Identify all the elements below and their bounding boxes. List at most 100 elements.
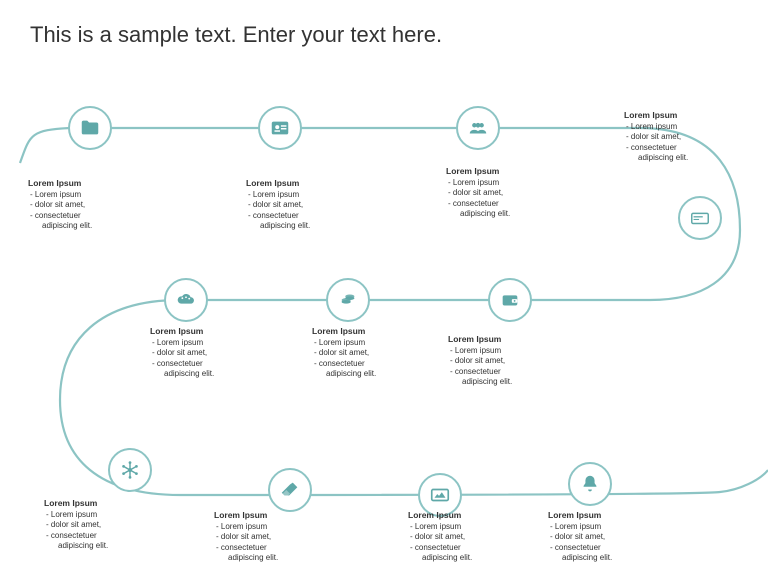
text-lines: Lorem ipsumdolor sit amet,consectetuerad… bbox=[246, 190, 310, 232]
text-lines: Lorem ipsumdolor sit amet,consectetuerad… bbox=[150, 338, 214, 380]
bell-node bbox=[568, 462, 612, 506]
text-line: adipiscing elit. bbox=[46, 541, 108, 551]
text-line: consectetuer bbox=[248, 211, 310, 221]
coins-icon bbox=[337, 289, 359, 311]
text-line: dolor sit amet, bbox=[550, 532, 612, 542]
text-line: adipiscing elit. bbox=[152, 369, 214, 379]
eraser-icon bbox=[279, 479, 301, 501]
network-icon bbox=[119, 459, 141, 481]
text-line: Lorem ipsum bbox=[550, 522, 612, 532]
text-lines: Lorem ipsumdolor sit amet,consectetuerad… bbox=[312, 338, 376, 380]
text-line: dolor sit amet, bbox=[448, 188, 510, 198]
text-line: adipiscing elit. bbox=[248, 221, 310, 231]
text-line: Lorem ipsum bbox=[30, 190, 92, 200]
text-line: adipiscing elit. bbox=[314, 369, 376, 379]
text-line: dolor sit amet, bbox=[216, 532, 278, 542]
text-title: Lorem Ipsum bbox=[448, 334, 512, 345]
text-line: consectetuer bbox=[448, 199, 510, 209]
text-title: Lorem Ipsum bbox=[214, 510, 278, 521]
eraser-node bbox=[268, 468, 312, 512]
text-line: dolor sit amet, bbox=[626, 132, 688, 142]
text-title: Lorem Ipsum bbox=[246, 178, 310, 189]
people-node bbox=[456, 106, 500, 150]
text-line: Lorem ipsum bbox=[248, 190, 310, 200]
text-line: adipiscing elit. bbox=[626, 153, 688, 163]
idcard-text: Lorem IpsumLorem ipsumdolor sit amet,con… bbox=[246, 178, 310, 232]
card-icon bbox=[689, 207, 711, 229]
eraser-text: Lorem IpsumLorem ipsumdolor sit amet,con… bbox=[214, 510, 278, 564]
people-text: Lorem IpsumLorem ipsumdolor sit amet,con… bbox=[446, 166, 510, 220]
text-title: Lorem Ipsum bbox=[150, 326, 214, 337]
text-line: dolor sit amet, bbox=[152, 348, 214, 358]
text-line: dolor sit amet, bbox=[314, 348, 376, 358]
text-line: consectetuer bbox=[46, 531, 108, 541]
text-lines: Lorem ipsumdolor sit amet,consectetuerad… bbox=[624, 122, 688, 164]
text-line: Lorem ipsum bbox=[626, 122, 688, 132]
text-line: adipiscing elit. bbox=[30, 221, 92, 231]
text-line: dolor sit amet, bbox=[46, 520, 108, 530]
text-line: adipiscing elit. bbox=[550, 553, 612, 563]
network-text: Lorem IpsumLorem ipsumdolor sit amet,con… bbox=[44, 498, 108, 552]
text-lines: Lorem ipsumdolor sit amet,consectetuerad… bbox=[214, 522, 278, 564]
text-line: dolor sit amet, bbox=[30, 200, 92, 210]
idcard-icon bbox=[269, 117, 291, 139]
wallet-icon bbox=[499, 289, 521, 311]
text-line: consectetuer bbox=[410, 543, 472, 553]
text-title: Lorem Ipsum bbox=[624, 110, 688, 121]
cloud-icon bbox=[175, 289, 197, 311]
text-lines: Lorem ipsumdolor sit amet,consectetuerad… bbox=[44, 510, 108, 552]
cloud-node bbox=[164, 278, 208, 322]
text-line: dolor sit amet, bbox=[248, 200, 310, 210]
text-lines: Lorem ipsumdolor sit amet,consectetuerad… bbox=[548, 522, 612, 564]
text-line: consectetuer bbox=[450, 367, 512, 377]
screen-icon bbox=[429, 484, 451, 506]
text-line: consectetuer bbox=[30, 211, 92, 221]
text-title: Lorem Ipsum bbox=[312, 326, 376, 337]
text-line: adipiscing elit. bbox=[450, 377, 512, 387]
text-lines: Lorem ipsumdolor sit amet,consectetuerad… bbox=[408, 522, 472, 564]
roadmap-path bbox=[0, 0, 768, 576]
card-node bbox=[678, 196, 722, 240]
text-line: consectetuer bbox=[626, 143, 688, 153]
bell-icon bbox=[579, 473, 601, 495]
folder-icon bbox=[79, 117, 101, 139]
card-text: Lorem IpsumLorem ipsumdolor sit amet,con… bbox=[624, 110, 688, 164]
coins-node bbox=[326, 278, 370, 322]
text-lines: Lorem ipsumdolor sit amet,consectetuerad… bbox=[28, 190, 92, 232]
text-title: Lorem Ipsum bbox=[28, 178, 92, 189]
text-line: Lorem ipsum bbox=[314, 338, 376, 348]
bell-text: Lorem IpsumLorem ipsumdolor sit amet,con… bbox=[548, 510, 612, 564]
text-line: consectetuer bbox=[314, 359, 376, 369]
coins-text: Lorem IpsumLorem ipsumdolor sit amet,con… bbox=[312, 326, 376, 380]
text-line: adipiscing elit. bbox=[216, 553, 278, 563]
text-title: Lorem Ipsum bbox=[408, 510, 472, 521]
wallet-node bbox=[488, 278, 532, 322]
text-line: Lorem ipsum bbox=[450, 346, 512, 356]
text-lines: Lorem ipsumdolor sit amet,consectetuerad… bbox=[448, 346, 512, 388]
text-line: Lorem ipsum bbox=[46, 510, 108, 520]
text-line: Lorem ipsum bbox=[410, 522, 472, 532]
text-line: dolor sit amet, bbox=[450, 356, 512, 366]
text-line: Lorem ipsum bbox=[216, 522, 278, 532]
idcard-node bbox=[258, 106, 302, 150]
network-node bbox=[108, 448, 152, 492]
text-line: dolor sit amet, bbox=[410, 532, 472, 542]
text-title: Lorem Ipsum bbox=[44, 498, 108, 509]
cloud-text: Lorem IpsumLorem ipsumdolor sit amet,con… bbox=[150, 326, 214, 380]
text-line: adipiscing elit. bbox=[410, 553, 472, 563]
text-line: adipiscing elit. bbox=[448, 209, 510, 219]
text-line: Lorem ipsum bbox=[152, 338, 214, 348]
folder-text: Lorem IpsumLorem ipsumdolor sit amet,con… bbox=[28, 178, 92, 232]
text-lines: Lorem ipsumdolor sit amet,consectetuerad… bbox=[446, 178, 510, 220]
screen-text: Lorem IpsumLorem ipsumdolor sit amet,con… bbox=[408, 510, 472, 564]
page-title: This is a sample text. Enter your text h… bbox=[30, 22, 442, 48]
text-line: consectetuer bbox=[550, 543, 612, 553]
folder-node bbox=[68, 106, 112, 150]
text-title: Lorem Ipsum bbox=[446, 166, 510, 177]
text-line: Lorem ipsum bbox=[448, 178, 510, 188]
text-line: consectetuer bbox=[152, 359, 214, 369]
text-title: Lorem Ipsum bbox=[548, 510, 612, 521]
people-icon bbox=[467, 117, 489, 139]
wallet-text: Lorem IpsumLorem ipsumdolor sit amet,con… bbox=[448, 334, 512, 388]
text-line: consectetuer bbox=[216, 543, 278, 553]
